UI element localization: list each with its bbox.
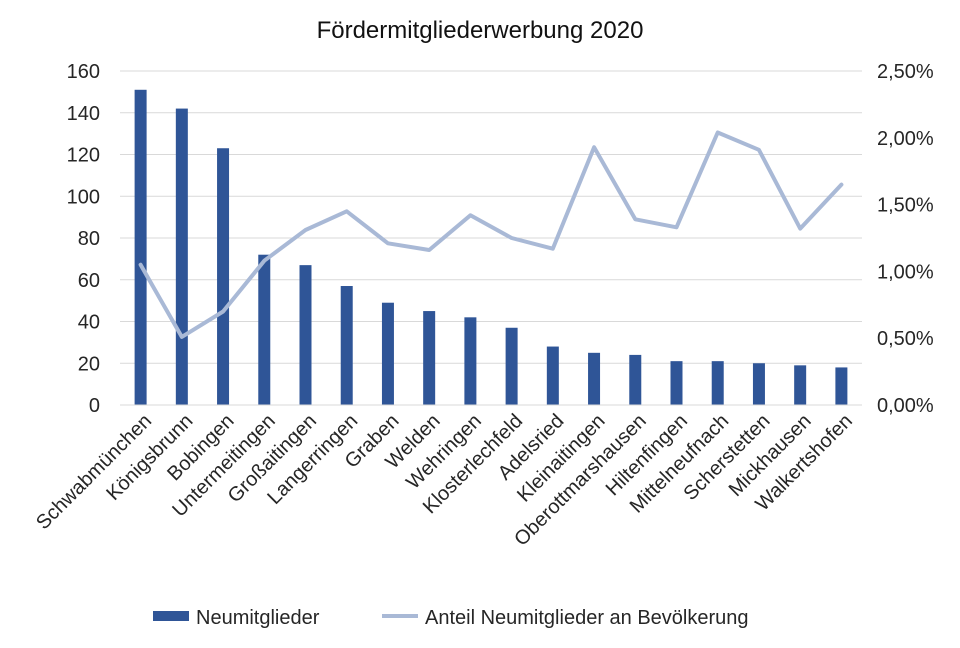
right-tick-label: 0,00%: [877, 395, 934, 417]
x-axis: SchwabmünchenKönigsbrunnBobingenUntermei…: [32, 404, 862, 551]
chart-title: Fördermitgliederwerbung 2020: [317, 17, 644, 44]
line-series: [138, 130, 844, 339]
bar: [217, 148, 230, 406]
left-tick-label: 140: [67, 103, 100, 125]
bar-series: [134, 89, 848, 406]
gridlines: [120, 70, 862, 406]
left-tick-label: 80: [78, 228, 100, 250]
right-tick-label: 1,50%: [877, 195, 934, 217]
left-tick-label: 20: [78, 353, 100, 375]
left-tick-label: 60: [78, 270, 100, 292]
legend-label-line: Anteil Neumitglieder an Bevölkerung: [425, 607, 749, 629]
left-tick-label: 40: [78, 312, 100, 334]
right-axis: 0,00% 0,50% 1,00% 1,50% 2,00% 2,50%: [877, 61, 934, 417]
right-tick-label: 1,00%: [877, 261, 934, 283]
bar: [752, 363, 765, 405]
right-tick-label: 2,00%: [877, 128, 934, 150]
right-tick-label: 0,50%: [877, 328, 934, 350]
bar: [711, 361, 724, 405]
bar: [464, 317, 477, 405]
left-tick-label: 100: [67, 186, 100, 208]
bar: [134, 89, 147, 405]
bar: [794, 365, 807, 405]
bar: [835, 367, 848, 405]
bar: [588, 352, 601, 405]
left-tick-label: 160: [67, 61, 100, 83]
left-axis: 0 20 40 60 80 100 120 140 160: [67, 61, 100, 417]
series-line: [138, 130, 844, 339]
bar: [423, 311, 436, 405]
bar: [629, 354, 642, 405]
bar: [340, 286, 353, 405]
left-tick-label: 0: [89, 395, 100, 417]
bar: [175, 108, 188, 405]
legend: Neumitglieder Anteil Neumitglieder an Be…: [153, 607, 749, 629]
legend-label-bar: Neumitglieder: [196, 607, 320, 629]
bar: [670, 361, 683, 405]
legend-swatch-bar: [153, 611, 189, 621]
bar: [381, 302, 394, 405]
left-tick-label: 120: [67, 145, 100, 167]
bar: [299, 265, 312, 405]
right-tick-label: 2,50%: [877, 61, 934, 83]
bar: [258, 254, 271, 405]
bar: [546, 346, 559, 405]
bar: [505, 327, 518, 405]
